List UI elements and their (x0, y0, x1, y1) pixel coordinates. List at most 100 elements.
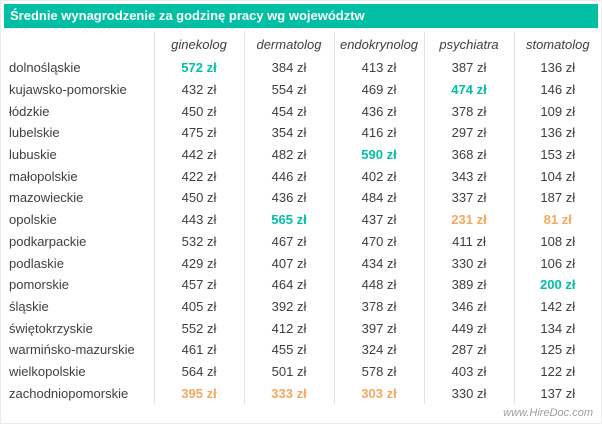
value-cell: 122 zł (513, 360, 601, 383)
value-cell: 387 zł (423, 57, 514, 79)
value-cell: 324 zł (333, 338, 424, 361)
column-header: stomatolog (513, 32, 601, 57)
corner-cell (1, 32, 154, 57)
region-label: opolskie (9, 212, 57, 228)
value-cell: 552 zł (153, 317, 244, 339)
value-cell: 153 zł (513, 143, 601, 166)
value-cell: 337 zł (423, 187, 514, 209)
value-cell: 343 zł (423, 165, 514, 188)
value-cell: 142 zł (513, 295, 601, 318)
value-cell: 455 zł (243, 338, 334, 361)
region-label: lubuskie (9, 147, 57, 163)
value-cell: 378 zł (333, 295, 424, 318)
value-cell: 368 zł (423, 143, 514, 166)
table-row: opolskie 443 zł 565 zł 437 zł 231 zł 81 zł (1, 208, 601, 231)
value-cell: 474 zł (423, 78, 514, 101)
value-cell: 467 zł (243, 230, 334, 253)
table-row: wielkopolskie 564 zł 501 zł 578 zł 403 zł 122… (1, 360, 601, 383)
value-cell: 411 zł (423, 230, 514, 253)
value-cell: 475 zł (153, 122, 244, 144)
value-cell: 572 zł (153, 57, 244, 79)
value-cell: 469 zł (333, 78, 424, 101)
value-cell: 532 zł (153, 230, 244, 253)
table-row: podkarpackie 532 zł 467 zł 470 zł 411 zł 108 … (1, 230, 601, 253)
value-cell: 436 zł (333, 100, 424, 123)
value-cell: 303 zł (333, 382, 424, 404)
region-label: małopolskie (9, 168, 78, 184)
wage-table: ginekolog dermatolog endokrynolog psychiatr… (1, 32, 601, 404)
value-cell: 297 zł (423, 122, 514, 144)
value-cell: 436 zł (243, 187, 334, 209)
value-cell: 403 zł (423, 360, 514, 383)
value-cell: 470 zł (333, 230, 424, 253)
table-row: małopolskie 422 zł 446 zł 402 zł 343 zł 104 z… (1, 165, 601, 188)
column-header: ginekolog (153, 32, 244, 57)
value-cell: 434 zł (333, 252, 424, 274)
region-label: łódzkie (9, 103, 50, 119)
table-row: dolnośląskie 572 zł 384 zł 413 zł 387 zł 136 … (1, 57, 601, 79)
value-cell: 330 zł (423, 252, 514, 274)
table-row: łódzkie 450 zł 454 zł 436 zł 378 zł 109 zł (1, 100, 601, 123)
value-cell: 590 zł (333, 143, 424, 166)
region-label: mazowieckie (9, 190, 84, 206)
value-cell: 416 zł (333, 122, 424, 144)
region-label: warmińsko-mazurskie (9, 342, 135, 358)
region-label: lubelskie (9, 125, 60, 141)
title-bar: Średnie wynagrodzenie za godzinę pracy w… (4, 4, 598, 28)
value-cell: 432 zł (153, 78, 244, 101)
value-cell: 378 zł (423, 100, 514, 123)
value-cell: 108 zł (513, 230, 601, 253)
value-cell: 565 zł (243, 208, 334, 231)
value-cell: 104 zł (513, 165, 601, 188)
value-cell: 187 zł (513, 187, 601, 209)
value-cell: 554 zł (243, 78, 334, 101)
table-row: warmińsko-mazurskie 461 zł 455 zł 324 zł 287… (1, 338, 601, 361)
value-cell: 136 zł (513, 57, 601, 79)
watermark: www.HireDoc.com (503, 407, 593, 419)
value-cell: 443 zł (153, 208, 244, 231)
value-cell: 450 zł (153, 187, 244, 209)
value-cell: 81 zł (513, 208, 601, 231)
value-cell: 407 zł (243, 252, 334, 274)
region-label: kujawsko-pomorskie (9, 82, 127, 98)
value-cell: 413 zł (333, 57, 424, 79)
region-label: pomorskie (9, 277, 69, 293)
column-header: endokrynolog (333, 32, 424, 57)
value-cell: 330 zł (423, 382, 514, 404)
table-row: śląskie 405 zł 392 zł 378 zł 346 zł 142 zł (1, 295, 601, 318)
table-row: kujawsko-pomorskie 432 zł 554 zł 469 zł 474 … (1, 78, 601, 101)
value-cell: 437 zł (333, 208, 424, 231)
value-cell: 384 zł (243, 57, 334, 79)
region-label: podlaskie (9, 255, 64, 271)
table-row: świętokrzyskie 552 zł 412 zł 397 zł 449 zł 13… (1, 317, 601, 339)
table-row: mazowieckie 450 zł 436 zł 484 zł 337 zł 187 z… (1, 187, 601, 209)
value-cell: 392 zł (243, 295, 334, 318)
table-body: dolnośląskie 572 zł 384 zł 413 zł 387 zł 136 … (1, 57, 601, 404)
value-cell: 442 zł (153, 143, 244, 166)
value-cell: 287 zł (423, 338, 514, 361)
column-header: dermatolog (243, 32, 334, 57)
value-cell: 448 zł (333, 273, 424, 296)
table-row: lubelskie 475 zł 354 zł 416 zł 297 zł 136 zł (1, 122, 601, 144)
value-cell: 333 zł (243, 382, 334, 404)
value-cell: 412 zł (243, 317, 334, 339)
value-cell: 422 zł (153, 165, 244, 188)
value-cell: 461 zł (153, 338, 244, 361)
column-header: psychiatra (423, 32, 514, 57)
value-cell: 106 zł (513, 252, 601, 274)
value-cell: 231 zł (423, 208, 514, 231)
region-label: zachodniopomorskie (9, 385, 129, 401)
value-cell: 136 zł (513, 122, 601, 144)
value-cell: 109 zł (513, 100, 601, 123)
value-cell: 125 zł (513, 338, 601, 361)
value-cell: 389 zł (423, 273, 514, 296)
table-row: zachodniopomorskie 395 zł 333 zł 303 zł 330 … (1, 382, 601, 404)
value-cell: 449 zł (423, 317, 514, 339)
value-cell: 454 zł (243, 100, 334, 123)
value-cell: 578 zł (333, 360, 424, 383)
value-cell: 397 zł (333, 317, 424, 339)
value-cell: 200 zł (513, 273, 601, 296)
region-label: śląskie (9, 298, 49, 314)
value-cell: 346 zł (423, 295, 514, 318)
